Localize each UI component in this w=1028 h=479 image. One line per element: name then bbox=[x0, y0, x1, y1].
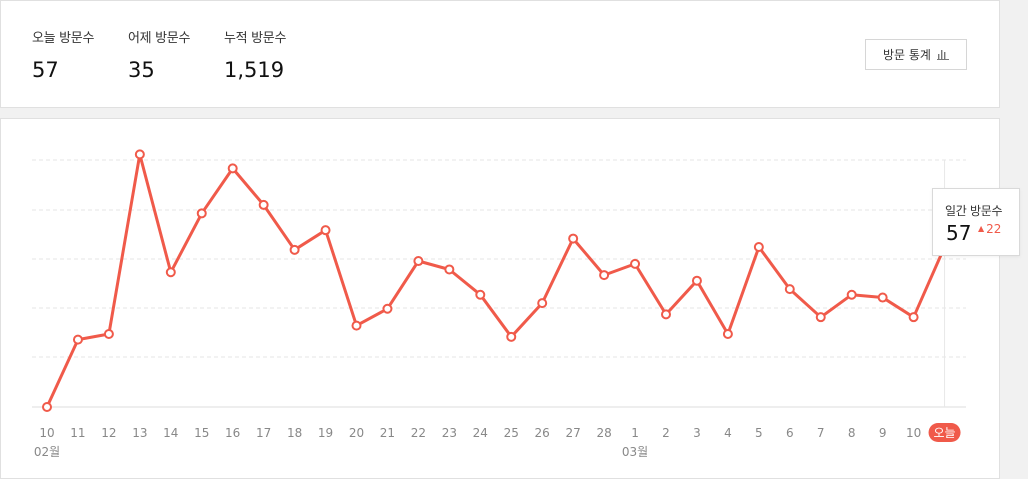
data-point bbox=[908, 312, 919, 323]
x-tick-label: 16 bbox=[225, 426, 240, 440]
data-point bbox=[691, 275, 702, 286]
data-point bbox=[722, 329, 733, 340]
data-point bbox=[661, 309, 671, 320]
x-tick-label: 2 bbox=[662, 426, 670, 440]
data-point bbox=[568, 233, 579, 244]
x-tick-label: 25 bbox=[504, 426, 519, 440]
x-tick-label: 6 bbox=[786, 426, 794, 440]
x-tick-label: 24 bbox=[473, 426, 488, 440]
data-point bbox=[815, 312, 826, 323]
summary-panel: 오늘 방문수 57 어제 방문수 35 누적 방문수 1,519 방문 통계 bbox=[0, 0, 1000, 108]
tooltip-value: 57 bbox=[946, 221, 972, 245]
data-point bbox=[320, 225, 331, 236]
data-point bbox=[753, 242, 764, 253]
x-tick-label: 20 bbox=[349, 426, 364, 440]
x-tick-label: 7 bbox=[817, 426, 825, 440]
data-point bbox=[165, 267, 176, 278]
x-tick-label: 17 bbox=[256, 426, 271, 440]
x-tick-label: 1 bbox=[631, 426, 639, 440]
month-label: 02월 bbox=[34, 445, 60, 459]
total-visits-value: 1,519 bbox=[224, 58, 285, 82]
data-point bbox=[877, 292, 888, 303]
today-badge bbox=[928, 423, 961, 442]
yesterday-visits-value: 35 bbox=[128, 58, 155, 82]
tooltip-label: 일간 방문수 bbox=[945, 204, 1003, 218]
x-tick-label: 28 bbox=[596, 426, 611, 440]
data-point bbox=[134, 149, 145, 160]
x-tick-label: 27 bbox=[566, 426, 581, 440]
data-point bbox=[784, 284, 795, 295]
data-point bbox=[196, 208, 207, 219]
tooltip-delta-value: 22 bbox=[986, 222, 1002, 236]
data-point bbox=[444, 264, 455, 275]
x-tick-label: 12 bbox=[101, 426, 116, 440]
x-tick-label: 9 bbox=[879, 426, 887, 440]
x-tick-label: 15 bbox=[194, 426, 209, 440]
triangle-up-icon: ▲ bbox=[978, 224, 985, 233]
data-point bbox=[537, 298, 548, 309]
total-visits-label: 누적 방문수 bbox=[224, 31, 287, 46]
data-point bbox=[630, 258, 641, 269]
daily-visits-tooltip: 일간 방문수 57 ▲ 22 bbox=[932, 188, 1020, 256]
x-tick-label: 22 bbox=[411, 426, 426, 440]
x-tick-label: 19 bbox=[318, 426, 333, 440]
visit-stats-button-label: 방문 통계 bbox=[883, 48, 931, 62]
data-point bbox=[103, 329, 114, 340]
data-point bbox=[382, 303, 393, 314]
total-visits: 누적 방문수 1,519 bbox=[224, 27, 286, 82]
today-visits: 오늘 방문수 57 bbox=[32, 27, 94, 82]
yesterday-visits: 어제 방문수 35 bbox=[128, 27, 190, 82]
x-tick-label: 13 bbox=[132, 426, 147, 440]
data-point bbox=[258, 199, 269, 210]
data-point bbox=[289, 244, 300, 255]
series-line bbox=[45, 152, 946, 408]
x-tick-label: 21 bbox=[380, 426, 395, 440]
chart-panel bbox=[0, 118, 1000, 479]
x-tick-label: 8 bbox=[848, 426, 856, 440]
x-tick-label: 4 bbox=[724, 426, 732, 440]
data-point bbox=[846, 289, 857, 300]
data-point bbox=[599, 270, 610, 281]
data-point bbox=[413, 256, 424, 267]
data-point bbox=[506, 331, 517, 342]
x-tick-label: 10 bbox=[906, 426, 921, 440]
data-point bbox=[227, 163, 238, 174]
data-point bbox=[351, 320, 362, 331]
today-visits-label: 오늘 방문수 bbox=[32, 31, 95, 46]
visit-stats-button[interactable]: 방문 통계 bbox=[865, 39, 967, 70]
month-label: 03월 bbox=[622, 445, 648, 459]
x-tick-label-today: 오늘 bbox=[934, 426, 956, 440]
bar-chart-icon bbox=[936, 49, 949, 60]
today-visits-value: 57 bbox=[32, 58, 59, 82]
x-tick-label: 14 bbox=[163, 426, 178, 440]
data-point bbox=[72, 334, 83, 345]
data-point bbox=[42, 402, 52, 412]
x-tick-label: 11 bbox=[70, 426, 85, 440]
x-tick-label: 26 bbox=[535, 426, 550, 440]
x-tick-label: 23 bbox=[442, 426, 457, 440]
data-point bbox=[475, 289, 486, 300]
x-tick-label: 10 bbox=[39, 426, 54, 440]
x-tick-label: 5 bbox=[755, 426, 763, 440]
tooltip-delta: ▲ 22 bbox=[978, 222, 1001, 236]
x-tick-label: 3 bbox=[693, 426, 701, 440]
x-tick-label: 18 bbox=[287, 426, 302, 440]
yesterday-visits-label: 어제 방문수 bbox=[128, 31, 191, 46]
